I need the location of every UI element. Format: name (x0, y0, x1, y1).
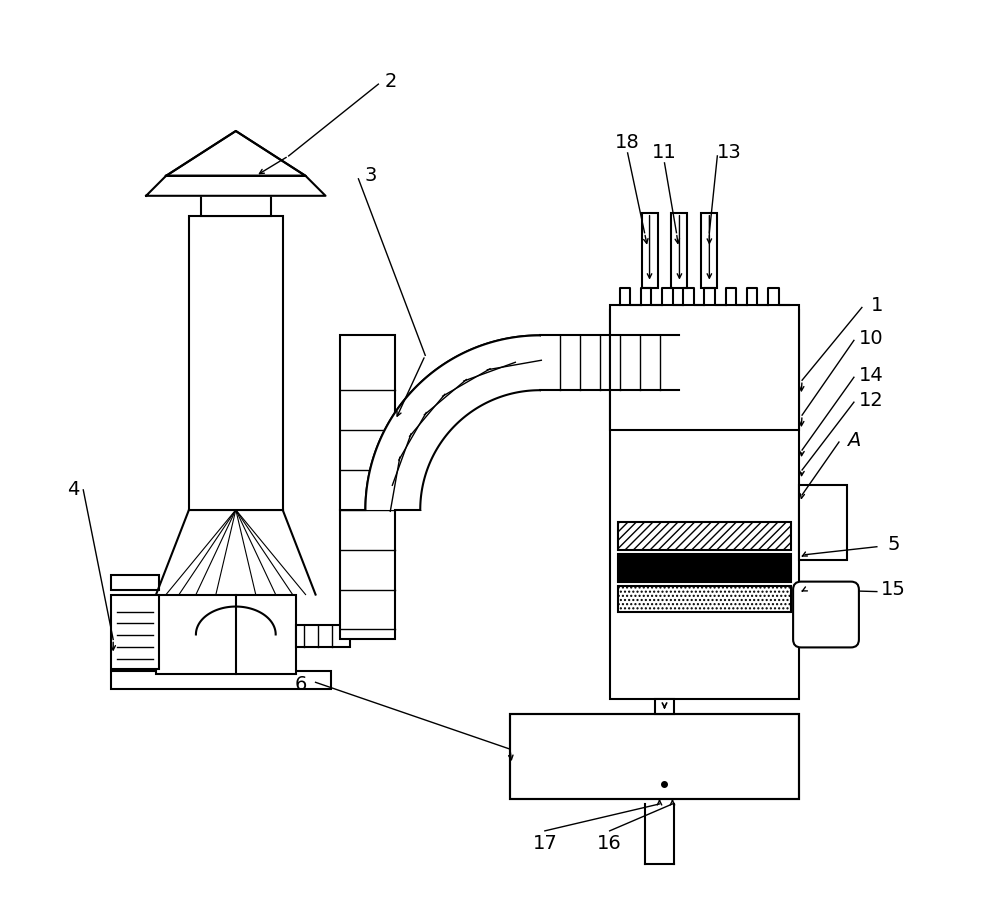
Bar (642, 213, 658, 288)
Text: 15: 15 (881, 580, 906, 599)
Text: 18: 18 (615, 133, 640, 152)
Wedge shape (420, 390, 540, 509)
Bar (799, 485, 847, 560)
Bar (618, 522, 791, 550)
Text: 17: 17 (532, 834, 557, 854)
FancyBboxPatch shape (793, 582, 859, 647)
Bar (510, 714, 799, 799)
Wedge shape (365, 335, 540, 509)
Polygon shape (146, 176, 326, 195)
Text: 1: 1 (871, 296, 883, 315)
Bar (671, 213, 687, 288)
Bar (296, 625, 350, 647)
Bar (799, 587, 854, 642)
Bar (610, 310, 799, 699)
Text: 10: 10 (859, 329, 883, 348)
Text: 13: 13 (717, 143, 742, 163)
Bar (655, 699, 674, 714)
Text: 4: 4 (67, 480, 79, 499)
Text: 11: 11 (652, 143, 677, 163)
Bar (111, 594, 159, 669)
Text: 5: 5 (888, 535, 900, 554)
Bar (340, 335, 395, 639)
Bar (201, 186, 271, 215)
Text: A: A (847, 431, 861, 449)
Bar (618, 585, 791, 612)
Text: 12: 12 (858, 391, 883, 410)
Polygon shape (166, 131, 306, 176)
Text: 14: 14 (858, 366, 883, 384)
Text: 2: 2 (384, 71, 397, 90)
Text: 16: 16 (597, 834, 622, 854)
Bar (156, 594, 296, 675)
Bar (111, 574, 159, 590)
Bar (111, 671, 331, 689)
Bar (701, 213, 717, 288)
Bar (189, 215, 283, 509)
Bar (512, 716, 797, 797)
Bar (610, 306, 799, 430)
Bar (618, 553, 791, 582)
Text: 6: 6 (294, 675, 307, 694)
Bar (510, 714, 799, 799)
Text: 3: 3 (364, 166, 377, 185)
